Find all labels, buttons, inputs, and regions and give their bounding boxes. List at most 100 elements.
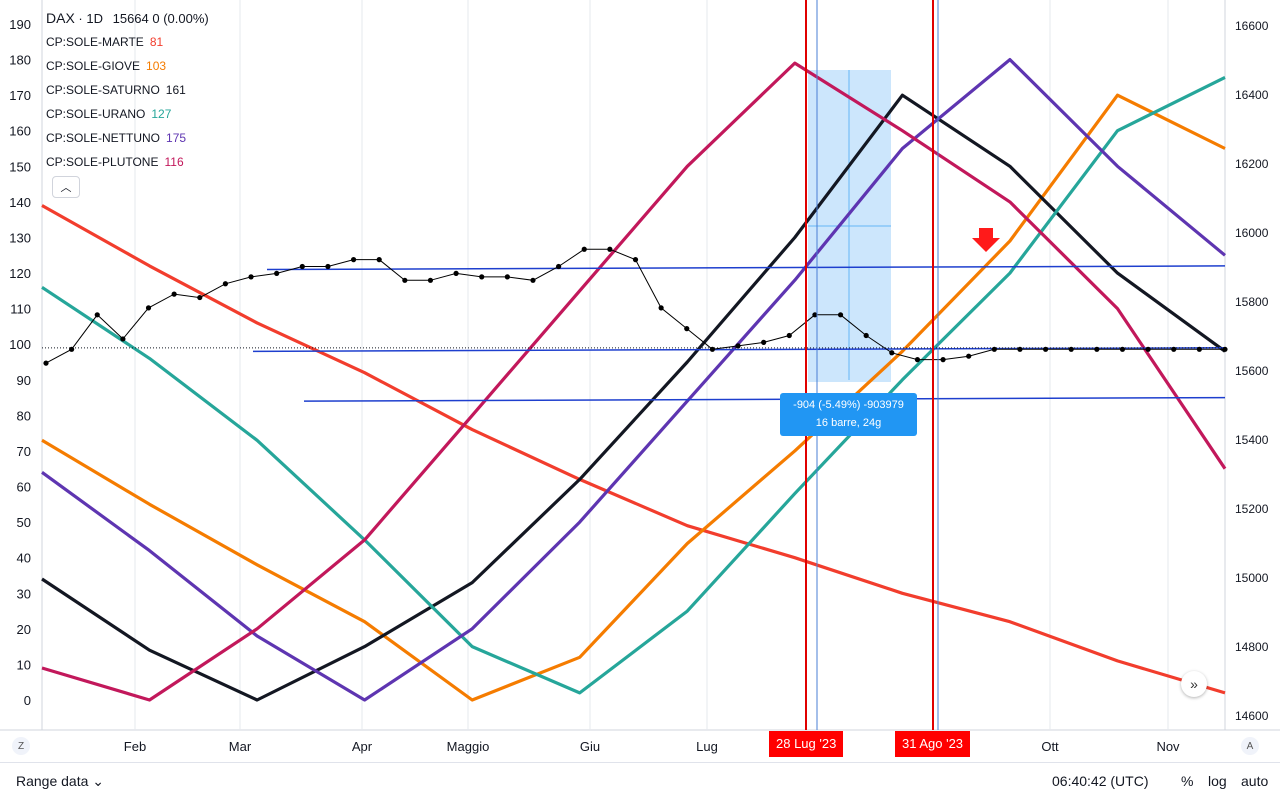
indicator-value: 103	[146, 59, 167, 73]
y-left-tick-label: 50	[17, 515, 31, 530]
price-point	[991, 346, 997, 352]
red-arrow-marker	[972, 228, 1000, 252]
y-right-tick-label: 15200	[1235, 502, 1269, 516]
time-readout: 06:40:42 (UTC)	[1052, 773, 1149, 789]
price-point	[632, 257, 639, 263]
chevron-down-icon: ⌄	[92, 773, 105, 789]
price-point	[914, 357, 921, 363]
price-point	[69, 346, 75, 352]
indicator-value: 127	[151, 107, 172, 121]
scroll-to-realtime-button[interactable]: »	[1181, 671, 1207, 697]
auto-toggle[interactable]: auto	[1241, 773, 1269, 789]
price-point	[837, 312, 844, 318]
measure-line-2: 16 barre, 24g	[815, 417, 882, 429]
price-point	[1196, 346, 1202, 352]
measure-line-1: -904 (-5.49%) -903979	[793, 399, 904, 411]
zoom-z-button[interactable]: Z	[12, 737, 30, 755]
price-point	[145, 305, 152, 311]
x-tick-label: Giu	[580, 739, 600, 754]
bottom-toolbar: Range data ⌄ 06:40:42 (UTC) % log auto	[0, 762, 1280, 801]
y-left-tick-label: 120	[9, 266, 31, 281]
indicator-value: 161	[165, 83, 186, 97]
y-right-tick-label: 15000	[1235, 571, 1269, 585]
double-chevron-right-icon: »	[1190, 676, 1198, 692]
range-label: Range data	[16, 773, 89, 789]
y-right-tick-label: 16600	[1235, 19, 1269, 33]
price-point	[1222, 346, 1228, 352]
chart-legend: DAX · 1D 15664 0 (0.00%) CP:SOLE-MARTE 81…	[46, 6, 209, 174]
price-point	[479, 274, 485, 280]
price-point	[658, 305, 664, 311]
x-tick-label: Lug	[696, 739, 718, 754]
series-line	[41, 93, 1226, 702]
legend-title: DAX · 1D 15664 0 (0.00%)	[46, 10, 209, 26]
price-point	[325, 263, 331, 270]
y-left-tick-label: 110	[10, 302, 31, 317]
price-point	[786, 332, 792, 339]
collapse-legend-button[interactable]: ︿	[52, 176, 80, 198]
indicator-list: CP:SOLE-MARTE 81 CP:SOLE-GIOVE 103 CP:SOLE-S…	[46, 30, 209, 174]
price-point	[427, 277, 434, 283]
price-point	[1171, 346, 1177, 352]
x-tick-label: Mar	[229, 739, 252, 754]
y-left-tick-label: 180	[9, 53, 31, 68]
price-point	[248, 274, 254, 280]
y-left-tick-label: 90	[17, 373, 31, 388]
y-right-tick-label: 16000	[1235, 226, 1269, 240]
indicator-value: 175	[166, 131, 187, 145]
change-value: 0 (0.00%)	[152, 11, 209, 26]
y-right-tick-label: 15400	[1235, 433, 1269, 447]
y-left-tick-label: 160	[9, 124, 31, 139]
price-point	[274, 270, 280, 276]
y-right-tick-label: 14800	[1235, 640, 1269, 654]
symbol-name[interactable]: DAX	[46, 10, 75, 26]
y-left-tick-label: 70	[17, 444, 31, 459]
price-point	[940, 357, 946, 363]
log-toggle[interactable]: log	[1208, 773, 1227, 789]
chevron-up-icon: ︿	[60, 182, 72, 194]
resistance-line	[266, 265, 1226, 271]
indicator-name: CP:SOLE-PLUTONE	[46, 155, 159, 169]
y-left-tick-label: 100	[9, 337, 31, 352]
price-point	[120, 336, 126, 342]
price-point	[709, 346, 715, 352]
chart-canvas[interactable]: Feb Mar Apr Maggio Giu Lug Ott Nov 190 180 170 160 1…	[0, 0, 1280, 762]
date-flag-2: 31 Ago '23	[895, 731, 971, 757]
y-left-tick-label: 0	[24, 693, 31, 708]
x-tick-label: Apr	[352, 739, 373, 754]
price-point	[684, 326, 690, 332]
price-point	[171, 291, 177, 297]
price-point	[197, 294, 203, 301]
y-right-tick-label: 14600	[1235, 709, 1269, 723]
indicator-value: 116	[164, 155, 184, 169]
indicator-row[interactable]: CP:SOLE-PLUTONE 116	[46, 150, 209, 174]
indicator-row[interactable]: CP:SOLE-GIOVE 103	[46, 54, 209, 78]
price-point	[222, 281, 229, 287]
date-flag-1: 28 Lug '23	[769, 731, 844, 757]
series-line	[41, 61, 1227, 702]
indicator-row[interactable]: CP:SOLE-MARTE 81	[46, 30, 209, 54]
price-point	[530, 277, 536, 283]
price-point	[1094, 346, 1100, 352]
price-point	[889, 350, 895, 356]
percent-toggle[interactable]: %	[1181, 773, 1194, 789]
range-data-button[interactable]: Range data ⌄	[16, 773, 104, 790]
indicator-row[interactable]: CP:SOLE-SATURNO 161	[46, 78, 209, 102]
price-point	[1119, 346, 1126, 352]
price-point	[1145, 346, 1151, 352]
indicator-name: CP:SOLE-MARTE	[46, 35, 144, 49]
series-line	[41, 58, 1227, 702]
auto-a-button[interactable]: A	[1241, 737, 1259, 755]
y-left-tick-label: 40	[17, 551, 31, 566]
y-right-tick-label: 16400	[1235, 88, 1269, 102]
price-point	[402, 277, 408, 283]
interval-label[interactable]: 1D	[86, 11, 103, 26]
x-tick-label: Maggio	[447, 739, 490, 754]
y-left-tick-label: 170	[9, 88, 31, 103]
indicator-row[interactable]: CP:SOLE-NETTUNO 175	[46, 126, 209, 150]
indicator-name: CP:SOLE-SATURNO	[46, 83, 160, 97]
y-right-tick-label: 15800	[1235, 295, 1269, 309]
indicator-row[interactable]: CP:SOLE-URANO 127	[46, 102, 209, 126]
z-label: Z	[17, 740, 25, 752]
y-right-tick-label: 15600	[1235, 364, 1269, 378]
